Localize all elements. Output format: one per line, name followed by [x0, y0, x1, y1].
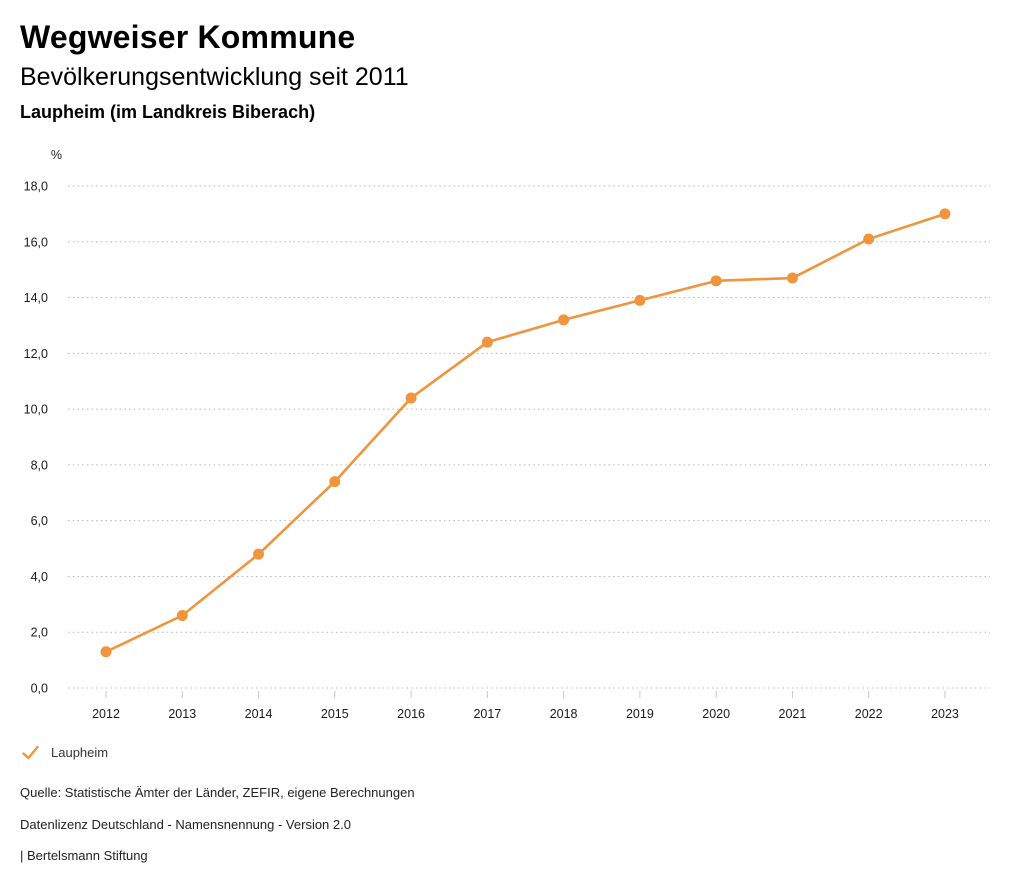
x-tick-label: 2017 — [473, 707, 501, 721]
x-tick-label: 2023 — [931, 707, 959, 721]
y-tick-label: 18,0 — [24, 180, 48, 194]
y-tick-label: 10,0 — [24, 403, 48, 417]
legend-item-laupheim[interactable]: Laupheim — [22, 745, 108, 760]
data-point[interactable] — [253, 548, 265, 560]
data-point[interactable] — [710, 275, 722, 287]
check-icon — [22, 745, 39, 760]
x-tick-label: 2022 — [855, 707, 883, 721]
x-tick-label: 2020 — [702, 707, 730, 721]
data-point[interactable] — [100, 646, 112, 658]
x-tick-label: 2021 — [779, 707, 807, 721]
chart-location-subtitle: Laupheim (im Landkreis Biberach) — [20, 102, 316, 122]
y-tick-label: 16,0 — [24, 235, 48, 249]
license-note: Datenlizenz Deutschland - Namensnennung … — [20, 817, 351, 832]
series-line-laupheim — [104, 212, 947, 654]
x-tick-label: 2018 — [550, 707, 578, 721]
y-tick-label: 14,0 — [24, 291, 48, 305]
page-title: Wegweiser Kommune — [20, 19, 356, 55]
data-point[interactable] — [939, 208, 951, 220]
y-tick-label: 0,0 — [31, 682, 48, 696]
data-point[interactable] — [558, 314, 570, 326]
x-tick-label: 2014 — [245, 707, 273, 721]
legend-label: Laupheim — [51, 745, 109, 760]
x-tick-label: 2015 — [321, 707, 349, 721]
x-tick-label: 2013 — [168, 707, 196, 721]
data-point[interactable] — [481, 336, 493, 348]
x-tick-label: 2019 — [626, 707, 654, 721]
y-tick-label: 4,0 — [31, 570, 48, 584]
y-tick-label: 8,0 — [31, 458, 48, 472]
data-point[interactable] — [863, 233, 875, 245]
attribution-note: | Bertelsmann Stiftung — [20, 848, 148, 863]
data-point[interactable] — [176, 609, 188, 621]
x-tick-label: 2012 — [92, 707, 120, 721]
y-tick-label: 12,0 — [24, 347, 48, 361]
data-point[interactable] — [329, 476, 341, 488]
x-tick-label: 2016 — [397, 707, 425, 721]
data-point[interactable] — [634, 294, 646, 306]
y-axis-unit-label: % — [51, 148, 62, 162]
data-point[interactable] — [786, 272, 798, 284]
data-point[interactable] — [405, 392, 417, 404]
y-tick-label: 6,0 — [31, 514, 48, 528]
source-note: Quelle: Statistische Ämter der Länder, Z… — [20, 785, 415, 800]
y-tick-label: 2,0 — [31, 626, 48, 640]
chart-title: Bevölkerungsentwicklung seit 2011 — [20, 63, 409, 91]
